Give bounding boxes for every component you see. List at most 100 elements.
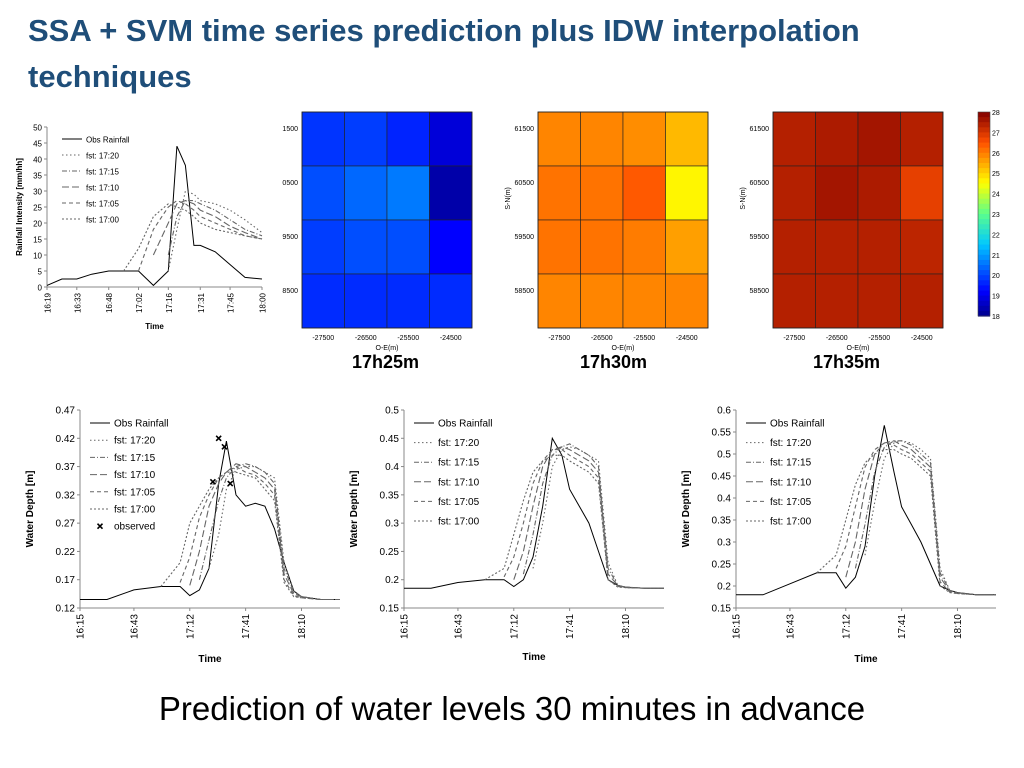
colorbar-frame: [977, 111, 991, 317]
colorbar-segment: [978, 112, 990, 118]
colorbar-segment: [978, 280, 990, 286]
legend-label: fst: 17:20: [438, 438, 480, 449]
y-tick-label: 1500: [282, 126, 298, 133]
heatmap-cell: [301, 219, 345, 275]
colorbar-tick-label: 23: [992, 212, 1000, 219]
heatmap-cell: [772, 165, 816, 221]
x-axis-label: O-E(m): [612, 345, 635, 352]
y-tick-label: 0.5: [385, 406, 399, 417]
y-tick-label: 50: [33, 124, 42, 133]
colorbar-tick-label: 25: [992, 171, 1000, 178]
colorbar-segment: [978, 270, 990, 276]
x-tick-label: 18:10: [621, 614, 632, 639]
legend-label: fst: 17:10: [770, 477, 812, 488]
x-tick-label: 17:02: [135, 292, 144, 313]
heatmap-cell: [580, 273, 624, 329]
heatmap-cell: [772, 111, 816, 167]
colorbar-tick-label: 22: [992, 232, 1000, 239]
legend-label: fst: 17:15: [438, 458, 480, 469]
y-tick-label: 15: [33, 236, 42, 245]
series-line-fst-1: [208, 466, 340, 601]
y-tick-label: 0.3: [385, 519, 399, 530]
x-axis-label: Time: [854, 654, 878, 665]
heatmap-cell: [344, 111, 388, 167]
colorbar-tick-label: 24: [992, 192, 1000, 199]
x-tick-label: 17:12: [841, 614, 852, 639]
colorbar-segment: [978, 244, 990, 251]
heatmap-cell: [580, 219, 624, 275]
x-tick-label: 18:10: [297, 614, 308, 639]
water-depth-chart-1: 0.12 0.17 0.22 0.27 0.32 0.37 0.42 0.47 16:15 16:…: [25, 406, 340, 665]
series-line-fst-2: [167, 200, 263, 256]
y-tick-label: 5: [38, 268, 43, 277]
legend-label: fst: 17:15: [114, 453, 156, 464]
y-tick-label: 0.12: [56, 604, 76, 615]
heatmap-cell: [815, 111, 859, 167]
x-axis-label: O-E(m): [847, 345, 870, 352]
heatmap-cell: [429, 111, 473, 167]
heatmap-cell: [301, 273, 345, 329]
heatmap-cell: [857, 111, 901, 167]
x-tick-label: 16:48: [105, 292, 114, 313]
x-tick-label: -24500: [676, 335, 698, 342]
heatmap-cell: [622, 219, 666, 275]
heatmap-cell: [900, 219, 944, 275]
heatmap-cell: [857, 273, 901, 329]
heatmap-cell: [386, 219, 430, 275]
y-tick-label: 0.27: [56, 519, 76, 530]
rainfall-chart: 0 5 10 15 20 25 30 35 40 45 50 16:19 16:33 16:48 17:02…: [15, 124, 268, 332]
colorbar-segment: [978, 198, 990, 205]
colorbar-segment: [978, 183, 990, 190]
y-tick-label: 58500: [750, 288, 770, 295]
heatmap-cell: [537, 219, 581, 275]
y-tick-label: 0.22: [56, 547, 76, 558]
observed-point: [221, 443, 228, 450]
legend-label: fst: 17:00: [438, 517, 480, 528]
legend-label: fst: 17:10: [438, 477, 480, 488]
y-tick-label: 30: [33, 188, 42, 197]
heatmap-frame: [301, 111, 473, 329]
colorbar-segment: [978, 188, 990, 195]
legend-label: fst: 17:20: [86, 152, 119, 161]
colorbar-tick-label: 26: [992, 151, 1000, 158]
x-tick-label: 16:43: [785, 614, 796, 639]
y-axis-label: Water Depth [m]: [25, 471, 36, 548]
y-tick-label: 9500: [282, 234, 298, 241]
heatmap-label-17h30m: 17h30m: [580, 352, 648, 372]
heatmap-cell: [537, 111, 581, 167]
heatmap-17h30m: 61500 60500 59500 58500 -27500 -26500 -25500 -2…: [505, 111, 709, 352]
series-line-fst-5: [160, 471, 340, 601]
x-tick-label: 17:12: [509, 614, 520, 639]
heatmap-cell: [622, 273, 666, 329]
y-tick-label: 0.5: [717, 450, 731, 461]
y-tick-label: 10: [33, 252, 42, 261]
y-tick-label: 0.6: [717, 406, 731, 417]
x-tick-label: 18:00: [259, 292, 268, 313]
heatmap-cell: [857, 219, 901, 275]
colorbar-segment: [978, 259, 990, 266]
x-axis-label: Time: [522, 652, 546, 663]
colorbar-tick-label: 27: [992, 130, 1000, 137]
x-tick-label: 17:45: [227, 292, 236, 313]
slide-title: SSA + SVM time series prediction plus ID…: [28, 13, 860, 94]
y-axis-label: S-N(m): [505, 187, 512, 210]
x-tick-label: -24500: [440, 335, 462, 342]
heatmap-cell: [622, 111, 666, 167]
y-tick-label: 20: [33, 220, 42, 229]
colorbar-segment: [978, 203, 990, 210]
heatmap-cell: [622, 165, 666, 221]
heatmap-cell: [815, 219, 859, 275]
y-tick-label: 60500: [515, 180, 535, 187]
y-tick-label: 0.25: [380, 547, 400, 558]
heatmap-cell: [301, 111, 345, 167]
heatmap-cell: [344, 273, 388, 329]
legend-label: fst: 17:00: [114, 505, 156, 516]
colorbar-segment: [978, 152, 990, 159]
legend-label: fst: 17:05: [770, 497, 812, 508]
legend-marker-observed: [96, 523, 104, 530]
y-tick-label: 0.4: [717, 494, 731, 505]
y-axis-label: S-N(m): [740, 187, 747, 210]
y-axis-label: Water Depth [m]: [681, 471, 692, 548]
series-line-obs: [80, 441, 340, 600]
heatmap-cell: [815, 165, 859, 221]
